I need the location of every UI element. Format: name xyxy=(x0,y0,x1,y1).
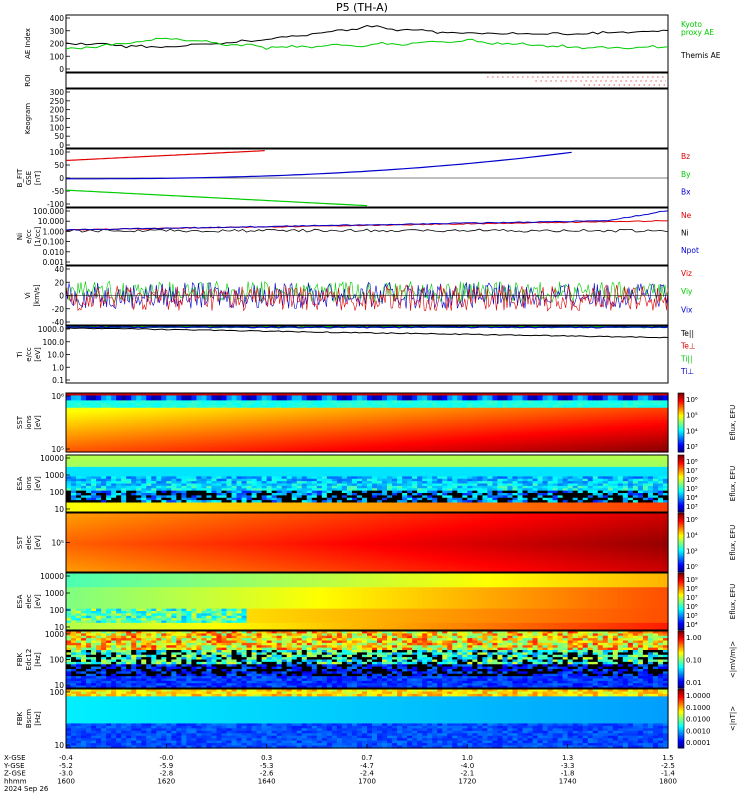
legend-entry: Viz xyxy=(681,269,692,278)
y-tick-label: 0 xyxy=(59,174,64,183)
legend-entry: Npot xyxy=(681,246,699,255)
y-tick-label: 10⁶ xyxy=(51,392,64,401)
y-axis-label: [km/s] xyxy=(33,284,41,307)
y-tick-label: 100.0 xyxy=(43,338,65,347)
y-tick-label: 0 xyxy=(59,65,64,74)
legend-entry: Bz xyxy=(681,152,690,161)
legend-entry: Themis AE xyxy=(680,51,721,60)
y-axis-label: [eV] xyxy=(34,415,42,430)
y-tick-label: 200 xyxy=(50,106,65,115)
legend-entry: Te|| xyxy=(680,329,694,338)
y-axis-label: [nT] xyxy=(34,171,42,185)
y-tick-label: 50 xyxy=(54,161,64,170)
legend-entry: Ne xyxy=(681,211,692,220)
panel-frame xyxy=(66,208,668,265)
legend-entry: Ni xyxy=(681,228,689,237)
y-tick-label: 1.000 xyxy=(43,227,65,236)
y-axis-label: B_FIT xyxy=(16,168,24,187)
y-tick-label: 50 xyxy=(54,132,64,141)
y-tick-label: 150 xyxy=(50,115,65,124)
y-tick-label: 300 xyxy=(50,27,65,36)
y-tick-label: 0 xyxy=(59,292,64,301)
y-tick-label: 0.100 xyxy=(43,238,65,247)
panel-sst_ion: SST ions [eV] 10⁶ 10⁵ xyxy=(16,392,669,454)
y-tick-label: 250 xyxy=(50,97,65,106)
y-tick-label: 1.0 xyxy=(52,363,64,372)
y-tick-label: 0.1 xyxy=(52,376,64,385)
y-axis-label: AE Index xyxy=(24,28,32,59)
y-axis-label: e/cc xyxy=(25,229,33,244)
panel-esa_ion: ESA ions [eV]10000100010010 xyxy=(16,454,669,514)
y-axis-label: ROI xyxy=(24,74,32,86)
y-tick-label: 100 xyxy=(50,52,65,61)
y-tick-label: 20 xyxy=(54,278,64,287)
legend-entry: Ti|| xyxy=(680,354,693,363)
panel-frame xyxy=(66,15,668,72)
legend-entry: Vix xyxy=(681,305,693,314)
legend-entry: Ti⊥ xyxy=(680,367,694,376)
legend-entry: Bx xyxy=(681,188,691,197)
y-axis-label: e/cc xyxy=(25,347,33,362)
y-axis-label: Ni xyxy=(16,233,24,240)
panel-frame xyxy=(66,326,668,383)
y-tick-label: 1000.0 xyxy=(38,325,64,334)
y-tick-label: 40 xyxy=(54,265,64,274)
panel-frame xyxy=(66,73,668,88)
y-tick-label: 200 xyxy=(50,40,65,49)
y-tick-label: -50 xyxy=(52,187,64,196)
legend-entry: Te⊥ xyxy=(680,342,695,351)
y-tick-label: 300 xyxy=(50,88,65,97)
y-tick-label: 100 xyxy=(50,123,65,132)
y-tick-label: 10⁵ xyxy=(51,445,64,454)
y-axis-label: Ti xyxy=(16,351,24,358)
y-tick-label: 10.000 xyxy=(38,217,64,226)
y-axis-label: [eV] xyxy=(34,347,42,362)
panel-frame xyxy=(66,89,668,148)
y-tick-label: 0.010 xyxy=(43,248,65,257)
panel-temperature: Ti e/cc [eV] 1000.0 100.0 10.0 1.0 0.1 Te|| Te⊥ Ti… xyxy=(16,325,695,385)
y-tick-label: 10.0 xyxy=(47,351,64,360)
legend-entry: By xyxy=(681,170,691,179)
y-tick-label: -20 xyxy=(52,305,64,314)
y-axis-label: ions xyxy=(25,415,33,430)
y-tick-label: 100 xyxy=(50,148,65,157)
plot-title: P5 (TH-A) xyxy=(336,1,388,14)
y-axis-label: GSE xyxy=(25,171,33,185)
y-axis-label: Keogram xyxy=(24,103,32,134)
y-axis-label: Vi xyxy=(24,292,32,299)
y-axis-label: [1/cc] xyxy=(34,226,42,246)
legend-entry: proxy AE xyxy=(681,28,714,37)
panel-density: Ni e/cc [1/cc]100.00010.0001.0000.1000.010… xyxy=(16,207,699,267)
y-tick-label: 400 xyxy=(50,14,65,23)
y-tick-label: 100.000 xyxy=(33,207,64,216)
y-axis-label: SST xyxy=(16,415,24,429)
legend-entry: Viy xyxy=(681,287,693,296)
